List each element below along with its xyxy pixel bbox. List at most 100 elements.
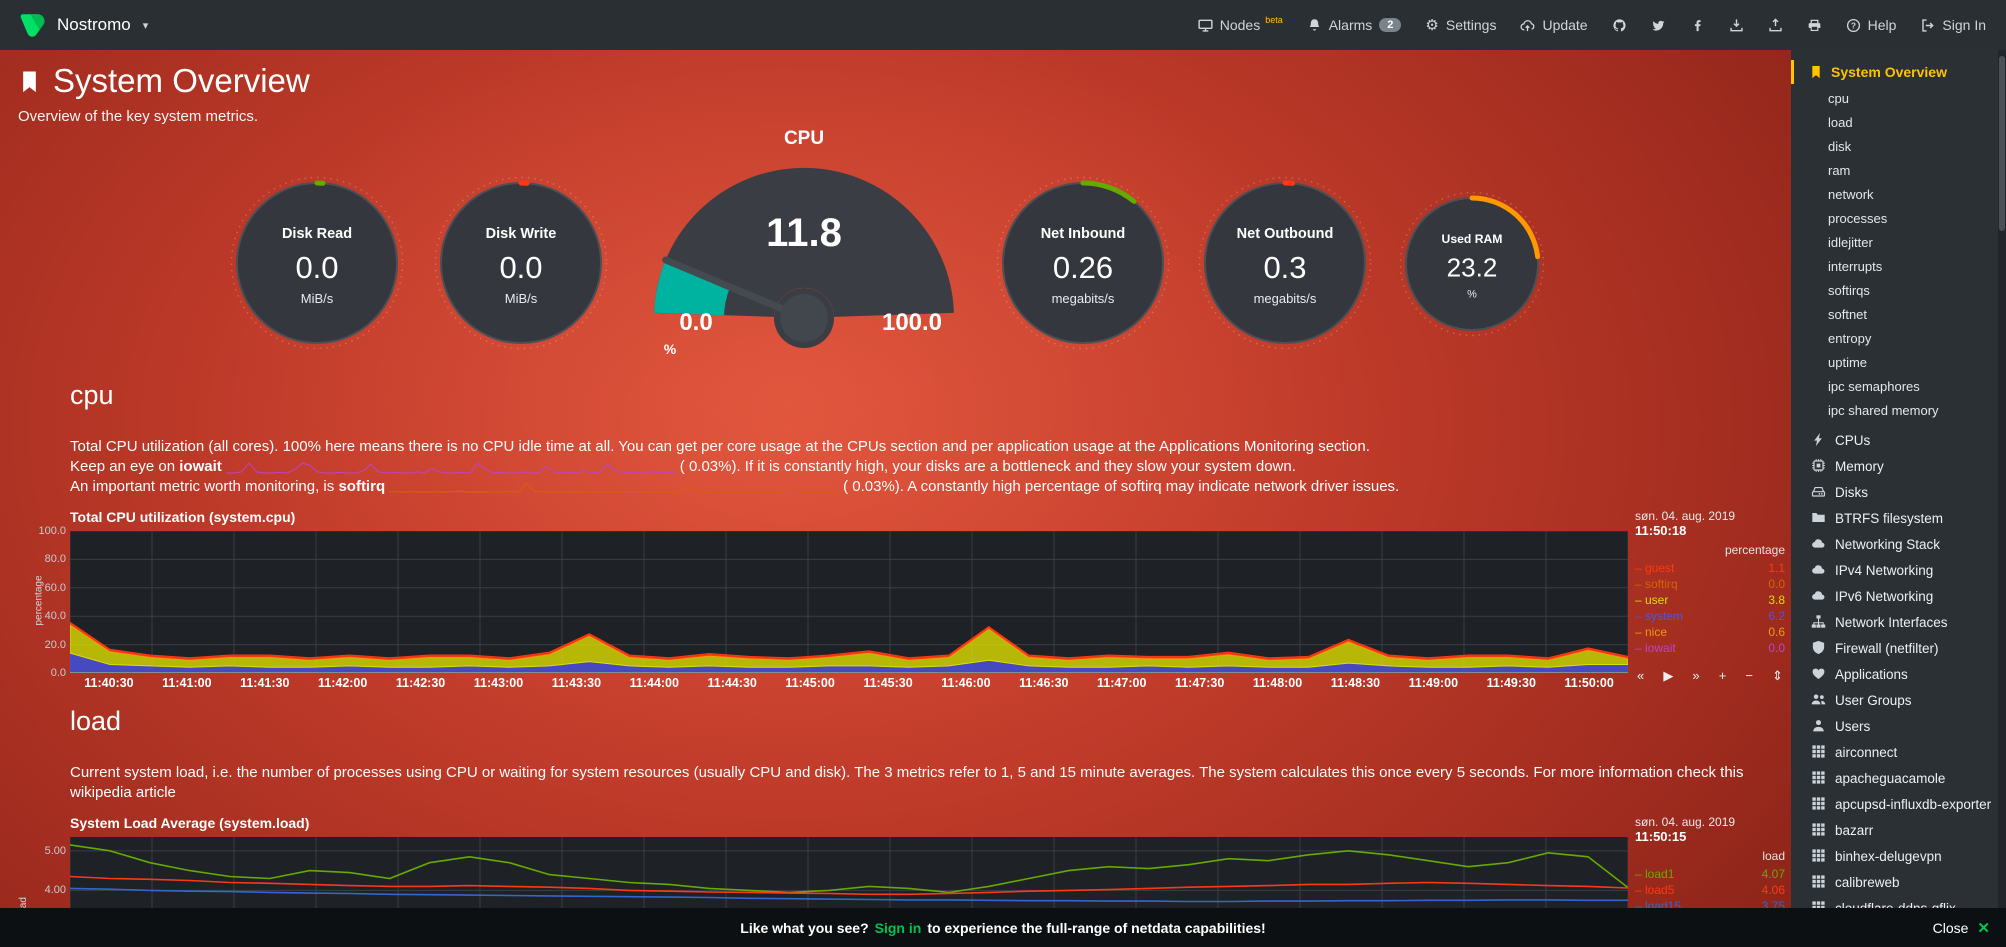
sidebar-item-cpus[interactable]: CPUs (1811, 428, 1994, 454)
x-tick-label: 11:42:30 (395, 676, 446, 690)
chart-load-title: System Load Average (system.load) (70, 815, 310, 831)
sidebar-item-apacheguacamole[interactable]: apacheguacamole (1811, 766, 1994, 792)
zoom-in-icon[interactable]: + (1718, 668, 1727, 683)
legend-row-softirq[interactable]: – softirq 0.0 (1635, 576, 1785, 592)
nav-link-twitter[interactable] (1651, 18, 1666, 33)
sidebar-item-ipc-semaphores[interactable]: ipc semaphores (1828, 379, 1920, 394)
net-outbound-gauge-svg[interactable]: Net Outbound 0.3 megabits/s (1197, 175, 1373, 351)
chart-cpu-plot-area[interactable] (70, 531, 1628, 673)
legend-dimension-name: – iowait (1635, 641, 1676, 655)
disk-write-gauge[interactable]: Disk Write 0.0 MiB/s (433, 175, 609, 356)
github-icon (1612, 18, 1627, 33)
sidebar-scrollbar[interactable] (1998, 50, 2006, 947)
nav-item-label: Update (1542, 17, 1588, 33)
pan-forward-icon[interactable]: » (1692, 668, 1700, 683)
sidebar-item-calibreweb[interactable]: calibreweb (1811, 870, 1994, 896)
nav-link-facebook[interactable] (1690, 18, 1705, 33)
sidebar-item-network-interfaces[interactable]: Network Interfaces (1811, 610, 1994, 636)
y-tick-label: 20.0 (44, 638, 66, 651)
sidebar-item-softirqs[interactable]: softirqs (1828, 283, 1870, 298)
sidebar-item-networking-stack[interactable]: Networking Stack (1811, 532, 1994, 558)
sidebar-item-airconnect[interactable]: airconnect (1811, 740, 1994, 766)
sidebar-item-users[interactable]: Users (1811, 714, 1994, 740)
sidebar-item-user-groups[interactable]: User Groups (1811, 688, 1994, 714)
sidebar-item-apcupsd-influxdb-exporter[interactable]: apcupsd-influxdb-exporter (1811, 792, 1994, 818)
sidebar-item-binhex-delugevpn[interactable]: binhex-delugevpn (1811, 844, 1994, 870)
cpu-gauge[interactable]: CPU 11.8 0.0 100.0% (654, 128, 954, 383)
legend-row-guest[interactable]: – guest 1.1 (1635, 560, 1785, 576)
play-icon[interactable]: ▶ (1663, 668, 1674, 683)
banner-text-suffix: to experience the full-range of netdata … (927, 919, 1266, 936)
nav-item-alarms[interactable]: Alarms 2 (1307, 17, 1402, 33)
nav-link-github[interactable] (1612, 18, 1627, 33)
sidebar-item-entropy[interactable]: entropy (1828, 331, 1872, 346)
nav-link-download[interactable] (1729, 18, 1744, 33)
legend-row-system[interactable]: – system 6.2 (1635, 608, 1785, 624)
net-outbound-gauge[interactable]: Net Outbound 0.3 megabits/s (1197, 175, 1373, 356)
legend-row-user[interactable]: – user 3.8 (1635, 592, 1785, 608)
disk-read-gauge[interactable]: Disk Read 0.0 MiB/s (229, 175, 405, 356)
legend-dimension-value: 4.07 (1761, 867, 1785, 881)
sidebar-item-memory[interactable]: Memory (1811, 454, 1994, 480)
nav-item-sign-in[interactable]: Sign In (1920, 17, 1986, 33)
sidebar-item-bazarr[interactable]: bazarr (1811, 818, 1994, 844)
sidebar-item-ram[interactable]: ram (1828, 163, 1851, 178)
used-ram-gauge-svg[interactable]: Used RAM 23.2% (1398, 190, 1546, 338)
pan-backward-icon[interactable]: « (1637, 668, 1645, 683)
legend-row-load1[interactable]: – load1 4.07 (1635, 866, 1785, 882)
disk-read-gauge-svg[interactable]: Disk Read 0.0 MiB/s (229, 175, 405, 351)
x-tick-label: 11:40:30 (84, 676, 134, 690)
nav-item-help[interactable]: ? Help (1846, 17, 1896, 33)
signin-icon (1920, 18, 1935, 33)
used-ram-gauge[interactable]: Used RAM 23.2% (1398, 190, 1546, 343)
sidebar-item-interrupts[interactable]: interrupts (1828, 259, 1883, 274)
sidebar-item-ipv4-networking[interactable]: IPv4 Networking (1811, 558, 1994, 584)
legend-row-nice[interactable]: – nice 0.6 (1635, 624, 1785, 640)
sidebar-item-applications[interactable]: Applications (1811, 662, 1994, 688)
twitter-icon (1651, 18, 1666, 33)
nav-item-settings[interactable]: ⚙ Settings (1425, 17, 1496, 33)
sidebar-item-btrfs-filesystem[interactable]: BTRFS filesystem (1811, 506, 1994, 532)
y-tick-label: 40.0 (44, 610, 66, 623)
svg-text:MiB/s: MiB/s (301, 291, 334, 306)
nav-item-update[interactable]: Update (1520, 17, 1588, 33)
scrollbar-thumb[interactable] (1999, 56, 2005, 231)
sidebar-item-disks[interactable]: Disks (1811, 480, 1994, 506)
sidebar-item-ipv6-networking[interactable]: IPv6 Networking (1811, 584, 1994, 610)
sidebar-item-network[interactable]: network (1828, 187, 1874, 202)
cpu-gauge-svg[interactable]: 11.8 0.0 100.0% (654, 154, 954, 378)
sidebar-item-idlejitter[interactable]: idlejitter (1828, 235, 1873, 250)
x-tick-label: 11:45:00 (785, 676, 835, 690)
hdd-icon (1811, 484, 1826, 499)
y-tick-label: 4.00 (44, 884, 66, 897)
sidebar-item-ipc-shared-memory[interactable]: ipc shared memory (1828, 403, 1939, 418)
nav-item-nodes[interactable]: Nodes beta (1198, 15, 1283, 33)
legend-row-iowait[interactable]: – iowait 0.0 (1635, 640, 1785, 656)
zoom-out-icon[interactable]: − (1745, 668, 1753, 683)
disk-write-gauge-svg[interactable]: Disk Write 0.0 MiB/s (433, 175, 609, 351)
sidebar-item-softnet[interactable]: softnet (1828, 307, 1868, 322)
resize-icon[interactable]: ⇕ (1772, 668, 1783, 683)
svg-text:100.0: 100.0 (882, 309, 942, 336)
node-selector[interactable]: Nostromo ▾ (20, 12, 148, 38)
print-icon (1807, 18, 1822, 33)
signin-banner: Like what you see? Sign in to experience… (740, 920, 1265, 936)
sidebar-item-processes[interactable]: processes (1828, 211, 1888, 226)
sidebar-item-load[interactable]: load (1828, 115, 1853, 130)
nav-link-upload[interactable] (1768, 17, 1783, 33)
nav-item-label: Settings (1445, 17, 1497, 33)
sidebar-item-uptime[interactable]: uptime (1828, 355, 1868, 370)
close-label: Close (1932, 919, 1969, 936)
caret-down-icon: ▾ (142, 19, 149, 32)
close-banner-button[interactable]: Close ✕ (1933, 919, 1990, 937)
sidebar-item-system-overview[interactable]: System Overview (1791, 60, 2006, 84)
nav-link-print[interactable] (1807, 18, 1822, 33)
sidebar-item-cpu[interactable]: cpu (1828, 91, 1849, 106)
legend-row-load5[interactable]: – load5 4.06 (1635, 882, 1785, 898)
sign-in-link[interactable]: Sign in (874, 919, 922, 936)
sidebar-item-disk[interactable]: disk (1828, 139, 1852, 154)
net-inbound-gauge-svg[interactable]: Net Inbound 0.26 megabits/s (995, 175, 1171, 351)
sidebar-item-firewall-netfilter[interactable]: Firewall (netfilter) (1811, 636, 1994, 662)
net-inbound-gauge[interactable]: Net Inbound 0.26 megabits/s (995, 175, 1171, 356)
gear-icon: ⚙ (1425, 16, 1439, 34)
